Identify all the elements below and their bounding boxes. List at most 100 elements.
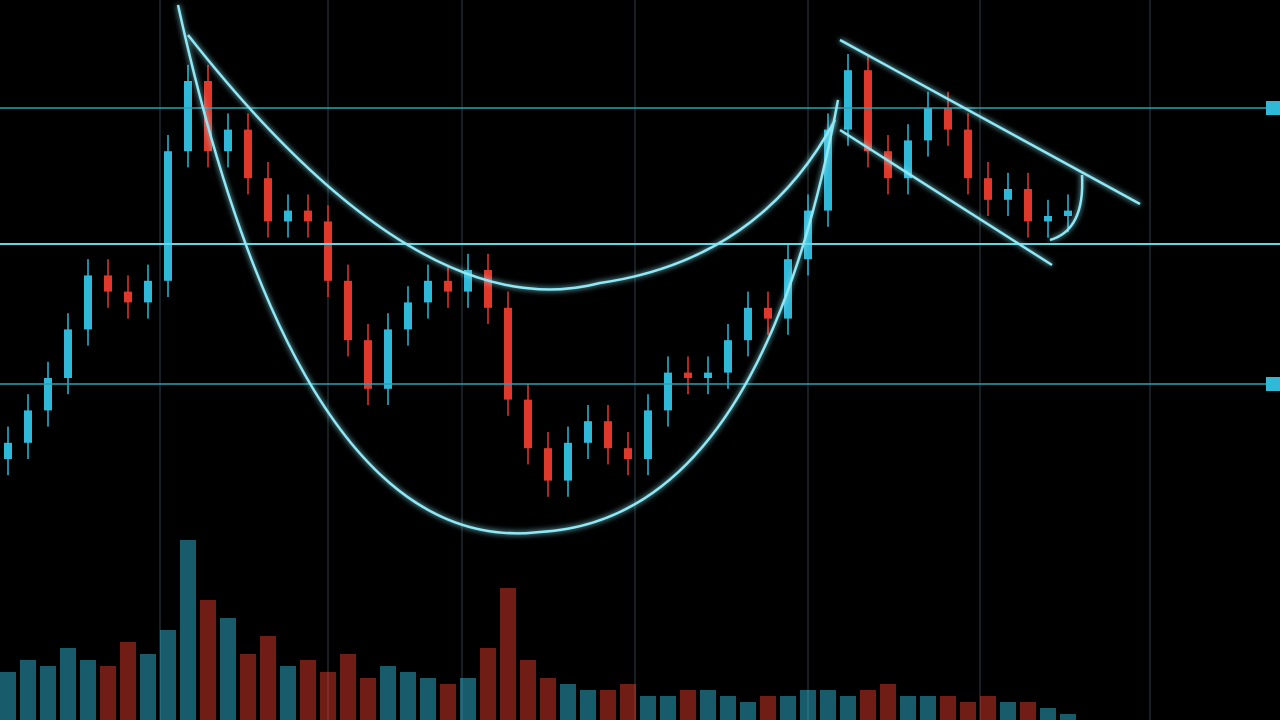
candle-body [924,108,932,141]
volume-bar [740,702,756,720]
candle-body [324,221,332,281]
volume-bar [640,696,656,720]
volume-bar [480,648,496,720]
volume-bar [500,588,516,720]
flag-top [839,38,1141,206]
volume-bar [720,696,736,720]
candle-body [364,340,372,389]
candle-body [984,178,992,200]
flag-bottom [839,128,1053,267]
candle-body [144,280,152,303]
volume-bar [180,540,196,720]
candle-body [344,280,352,341]
candle-body [1024,189,1032,222]
candle-body [824,129,832,211]
handle [1049,174,1084,242]
volume-bar [200,600,216,720]
volume-bar [240,654,256,720]
candle-body [904,140,912,179]
cup-lower [176,4,840,535]
volume-bar [1000,702,1016,720]
cup-upper [187,34,837,291]
volume-bar [0,672,16,720]
volume-bar [540,678,556,720]
volume-bar [140,654,156,720]
candles [4,54,1072,497]
candle-body [724,340,732,373]
volume-bar [880,684,896,720]
candle-body [1044,216,1052,222]
volume-bar [820,690,836,720]
candle-body [684,372,692,378]
volume-bar [460,678,476,720]
candle-body [644,410,652,459]
candle-body [504,307,512,400]
volume-bar [400,672,416,720]
volume-bar [600,690,616,720]
candle-body [84,275,92,330]
candle-body [204,81,212,152]
volume-bar [380,666,396,720]
candle-body [124,291,132,303]
volume-bar [960,702,976,720]
candle-body [864,70,872,152]
volume-bar [160,630,176,720]
volume-bar [340,654,356,720]
volume-bar [220,618,236,720]
candle-body [244,129,252,179]
volume-bar [620,684,636,720]
candle-body [24,410,32,443]
volume-bar [800,690,816,720]
candle-body [744,307,752,341]
volume-bar [700,690,716,720]
price-marker [1266,377,1280,391]
candle-body [284,210,292,222]
volume-bar [940,696,956,720]
volume-bar [100,666,116,720]
candle-body [164,151,172,281]
volume-bar [120,642,136,720]
candle-body [1004,189,1012,200]
candle-body [424,280,432,303]
volume-bar [420,678,436,720]
volume-bar [20,660,36,720]
volume-bar [900,696,916,720]
candle-body [564,442,572,481]
volume-bar [280,666,296,720]
volume-bar [1040,708,1056,720]
annotations [0,4,1280,535]
volume-bar [860,690,876,720]
volume-bar [320,672,336,720]
candle-body [544,448,552,481]
volume-bar [260,636,276,720]
grid [159,0,1151,720]
volume-bar [1060,714,1076,720]
volume-bar [40,666,56,720]
candle-body [104,275,112,292]
volume-bar [840,696,856,720]
volume-bar [780,696,796,720]
candle-body [964,129,972,179]
volume-bar [580,690,596,720]
candle-body [704,372,712,378]
candle-body [404,302,412,330]
candle-body [304,210,312,222]
volume-bar [80,660,96,720]
candle-body [604,421,612,449]
candle-body [664,372,672,411]
volume-bar [660,696,676,720]
candle-body [4,442,12,459]
candle-body [524,399,532,449]
candle-body [444,280,452,292]
candle-body [464,270,472,292]
candle-body [384,329,392,389]
volume-bar [300,660,316,720]
candle-body [884,151,892,179]
candle-body [584,421,592,443]
candle-body [804,210,812,260]
volume-bar [360,678,376,720]
candle-body [484,270,492,308]
volume-bar [520,660,536,720]
candle-body [224,129,232,152]
